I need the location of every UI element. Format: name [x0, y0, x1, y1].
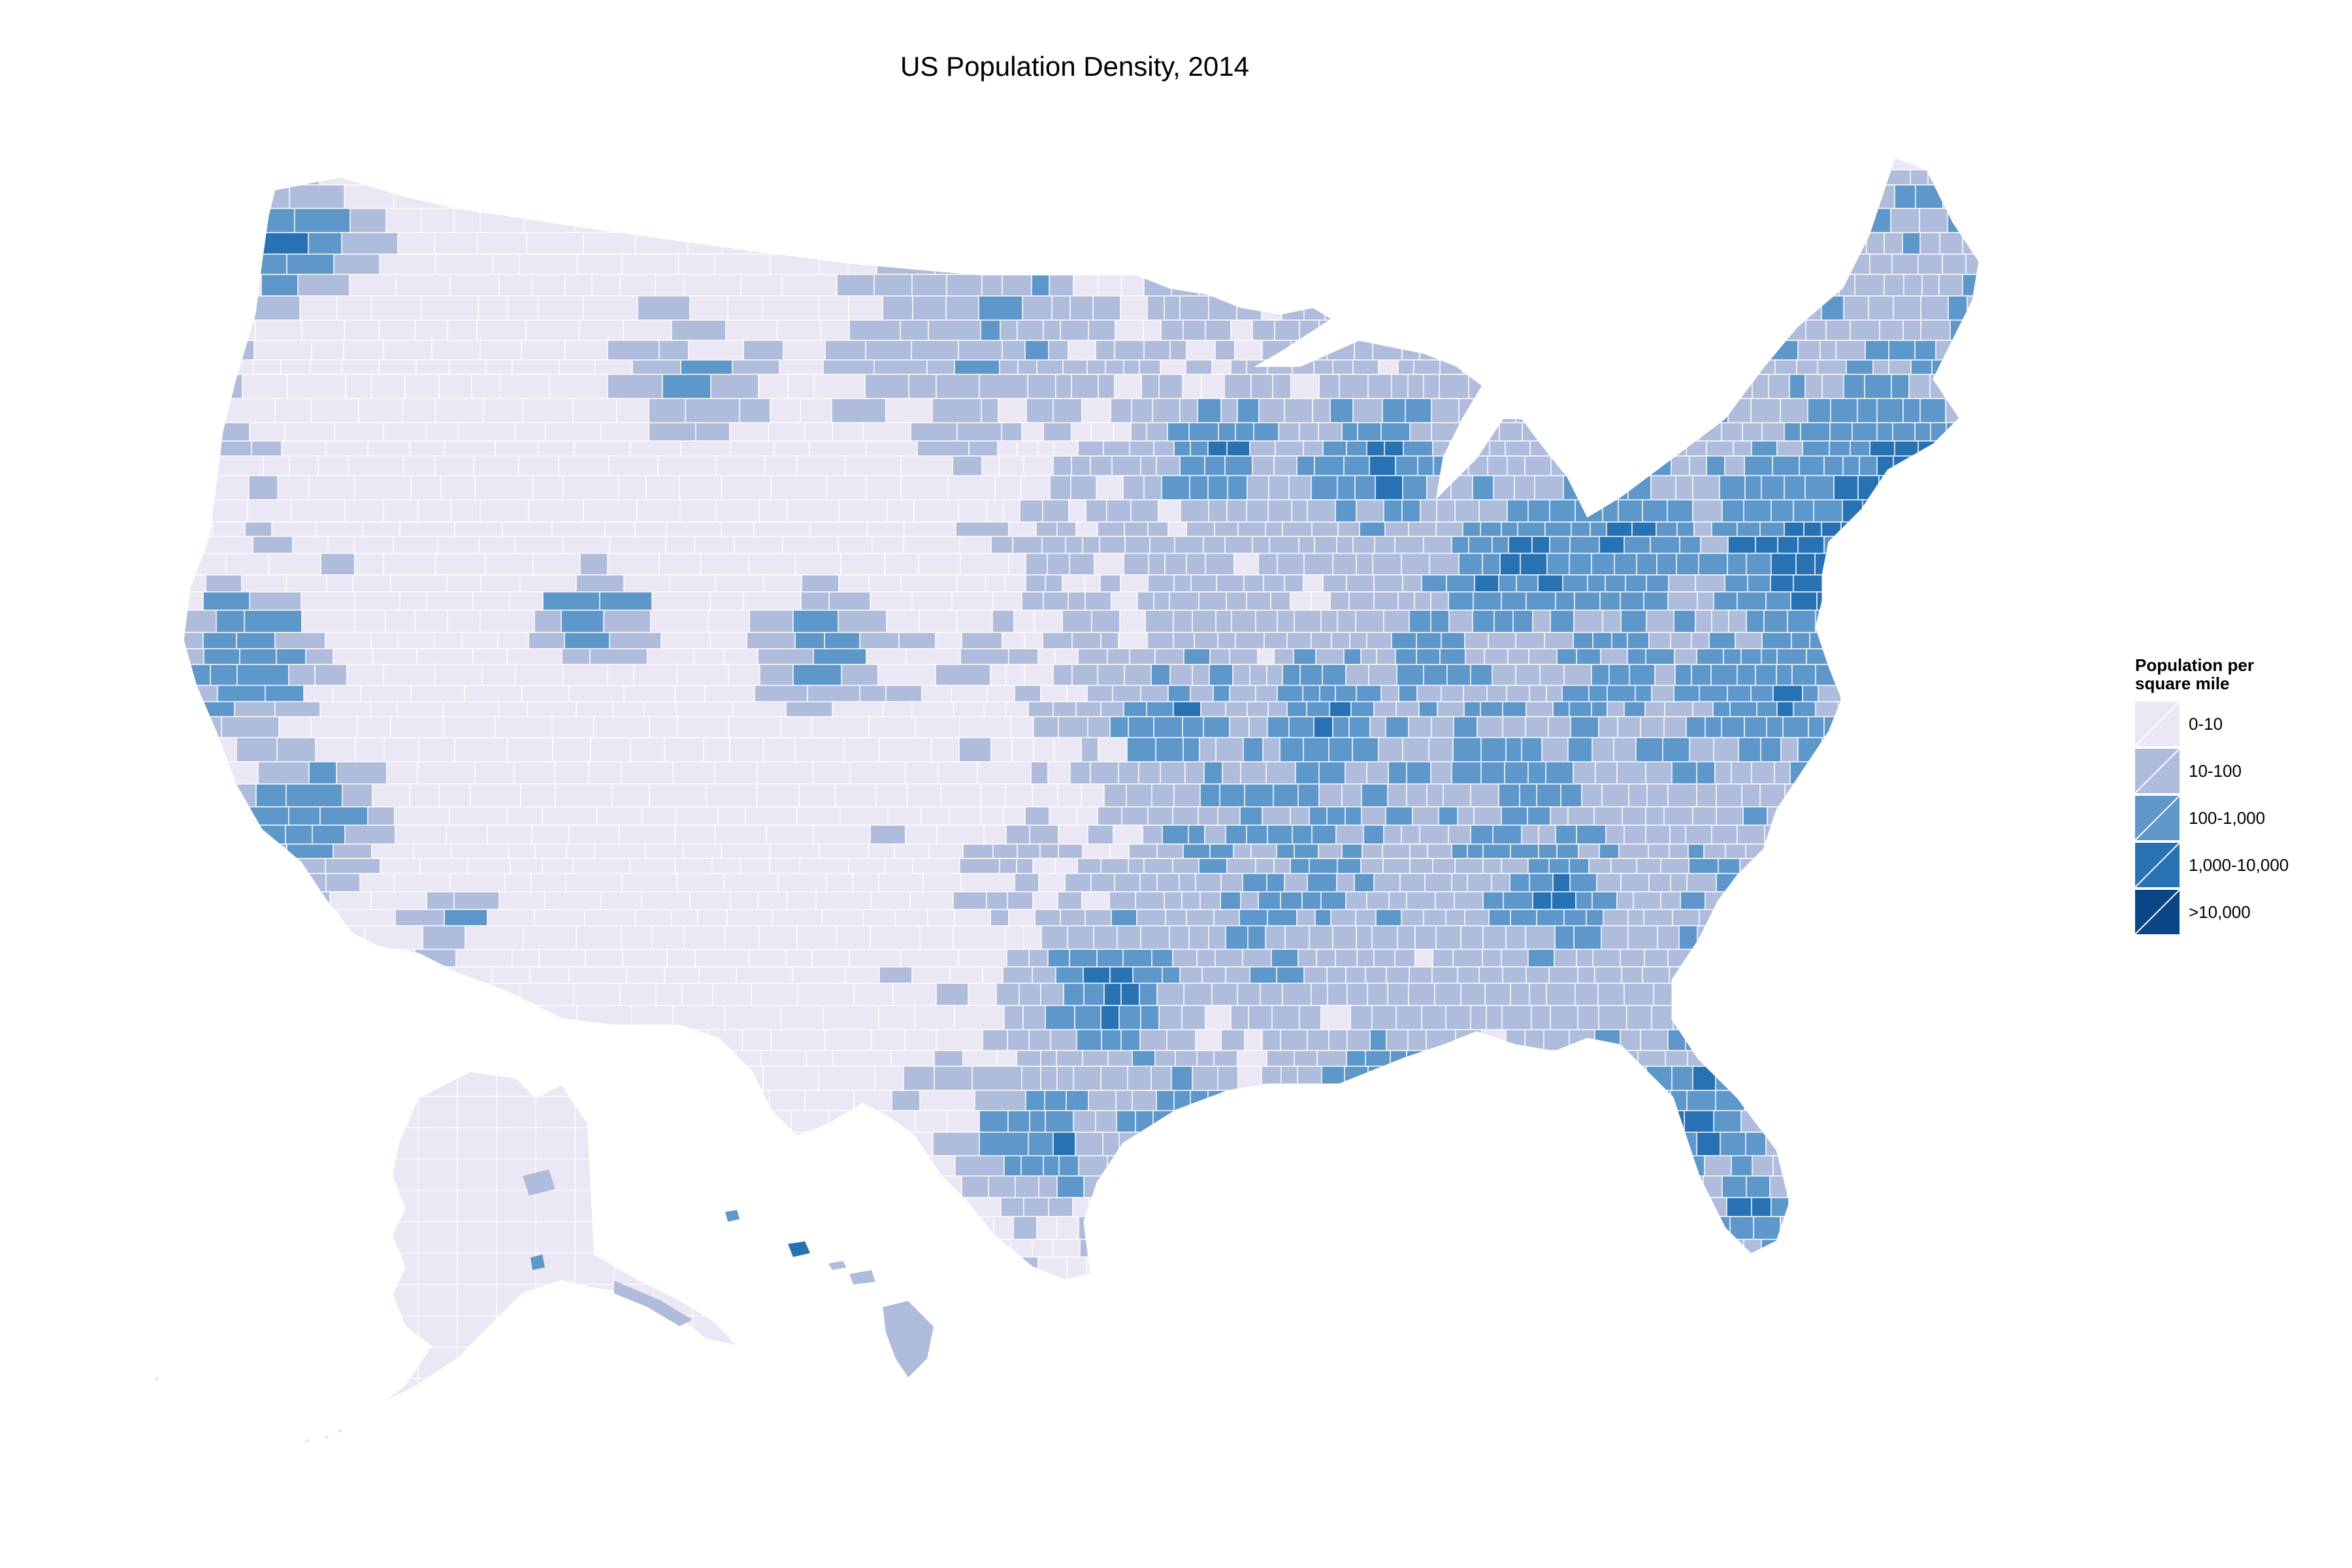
legend-swatch — [2135, 702, 2180, 746]
legend-swatch — [2135, 890, 2180, 934]
legend-label: 10-100 — [2189, 760, 2242, 781]
legend-title-line2: square mile — [2135, 674, 2230, 693]
legend-title-line1: Population per — [2135, 655, 2254, 675]
legend-label: >10,000 — [2189, 902, 2251, 922]
legend-item-over-10000: >10,000 — [2135, 889, 2331, 936]
legend-swatch — [2135, 843, 2180, 887]
legend-label: 100-1,000 — [2189, 808, 2266, 828]
hawaii-region — [725, 1210, 936, 1380]
legend-swatch — [2135, 796, 2180, 840]
legend-item-1000-10000: 1,000-10,000 — [2135, 841, 2331, 889]
legend-label: 1,000-10,000 — [2189, 855, 2289, 875]
legend-item-10-100: 10-100 — [2135, 747, 2331, 794]
alaska-region — [155, 1070, 741, 1443]
legend: Population per square mile 0-10 10-100 1… — [2135, 656, 2331, 936]
legend-label: 0-10 — [2189, 713, 2223, 734]
legend-swatch — [2135, 749, 2180, 793]
legend-item-100-1000: 100-1,000 — [2135, 794, 2331, 841]
legend-item-0-10: 0-10 — [2135, 700, 2331, 747]
map-title: US Population Density, 2014 — [900, 51, 1249, 82]
legend-title: Population per square mile — [2135, 656, 2305, 693]
